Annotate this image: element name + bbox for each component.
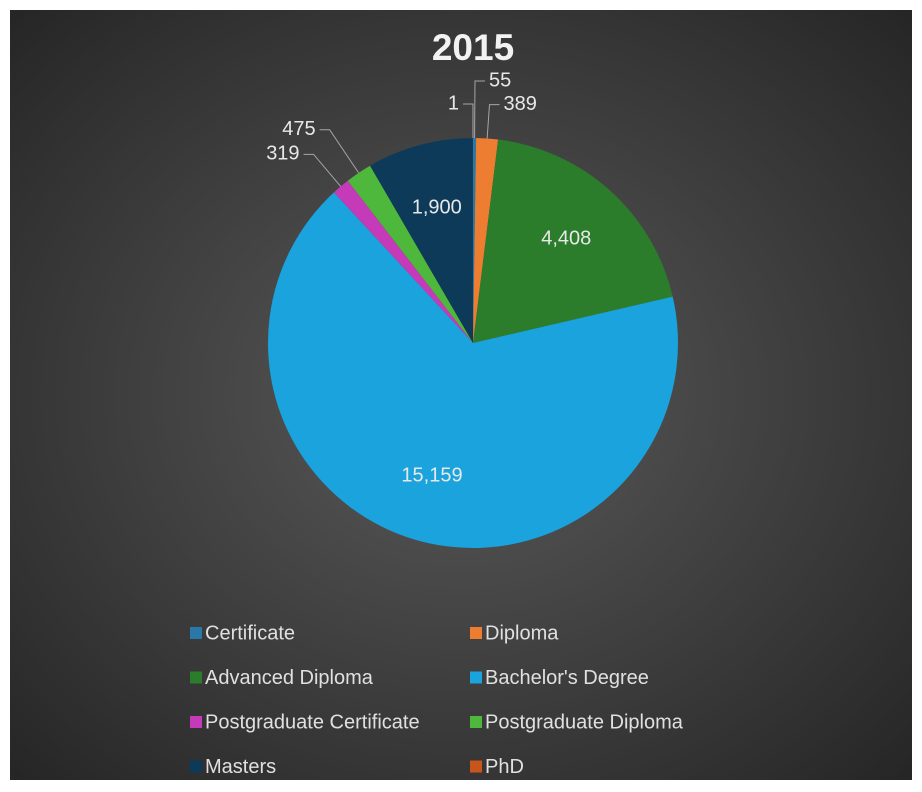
pie-slice: [473, 138, 477, 343]
chart-title: 2015: [432, 27, 514, 68]
legend-label: Certificate: [205, 622, 295, 644]
legend-label: Diploma: [485, 622, 559, 644]
data-label: 4,408: [541, 228, 591, 250]
legend-label: Masters: [205, 756, 276, 778]
leader-line: [319, 129, 360, 174]
data-label: 15,159: [401, 465, 462, 487]
legend-label: Postgraduate Diploma: [485, 711, 684, 733]
data-label: 475: [282, 118, 315, 140]
pie-slice: [473, 138, 499, 343]
leader-line: [462, 103, 474, 139]
pie-slice: [267, 192, 679, 549]
data-label: 1,900: [412, 197, 462, 219]
pie-slice: [347, 165, 473, 343]
legend-swatch: [470, 760, 482, 773]
leader-line: [474, 80, 485, 139]
legend-swatch: [470, 627, 482, 639]
legend-swatch: [190, 671, 202, 684]
legend-label: PhD: [485, 756, 524, 778]
data-label: 1: [448, 92, 459, 114]
legend-swatch: [190, 627, 202, 639]
pie-slice: [370, 138, 473, 343]
legend-swatch: [190, 716, 202, 728]
legend-label: Advanced Diploma: [205, 667, 374, 689]
legend-swatch: [190, 760, 202, 773]
legend-label: Bachelor's Degree: [485, 667, 649, 689]
pie-slice: [333, 180, 473, 343]
data-label: 319: [266, 143, 299, 165]
legend-swatch: [470, 716, 482, 728]
pie-slice: [473, 139, 673, 343]
data-label: 55: [489, 69, 511, 91]
data-label: 389: [503, 93, 536, 115]
legend-label: Postgraduate Certificate: [205, 711, 420, 733]
legend-swatch: [470, 671, 482, 684]
leader-line: [303, 153, 342, 187]
leader-line: [486, 104, 500, 139]
